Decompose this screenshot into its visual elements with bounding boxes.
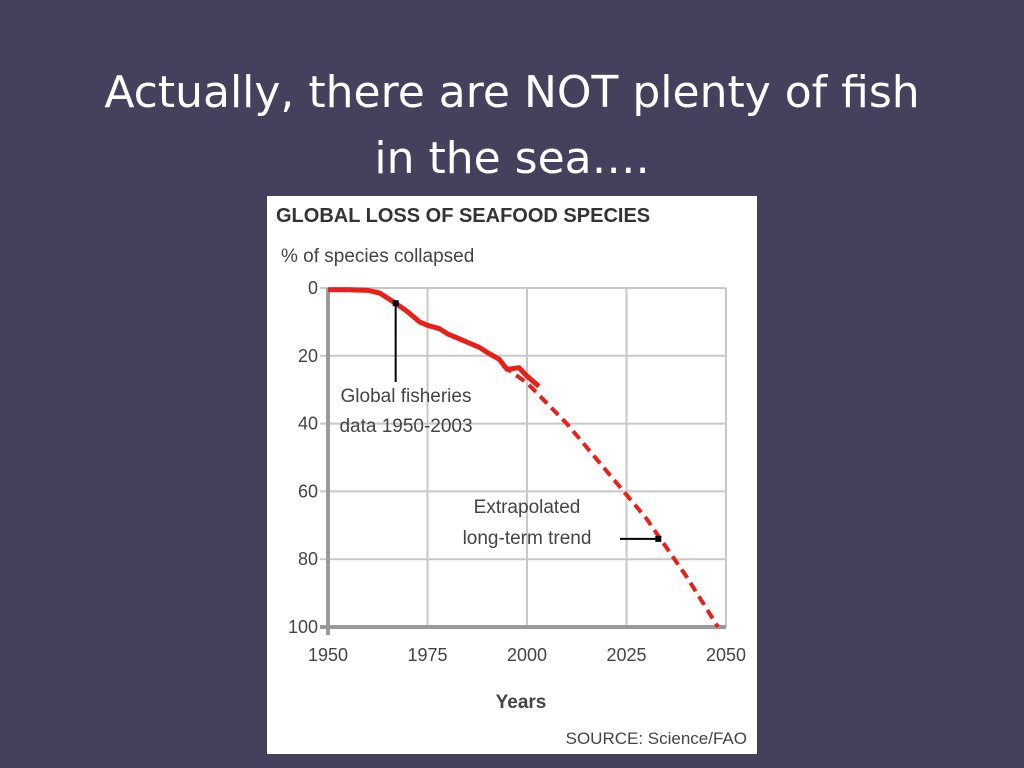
annotation-fisheries-line-2: data 1950-2003 (339, 416, 472, 437)
chart-series (328, 287, 720, 629)
chart-figure: GLOBAL LOSS OF SEAFOOD SPECIES % of spec… (267, 196, 757, 754)
annotation-trend-line-1: Extrapolated (474, 497, 581, 518)
y-tick-label: 40 (298, 414, 318, 434)
x-tick-label: 2000 (507, 645, 547, 665)
series-line-extrapolated (501, 364, 720, 629)
slide-title-line-2: in the sea…. (374, 133, 650, 184)
y-tick-label: 100 (288, 617, 318, 637)
y-tick-label: 60 (298, 481, 318, 501)
y-axis-label: % of species collapsed (281, 246, 474, 267)
chart-grid: 1950 1975 2000 2025 2050 0 20 40 60 80 100 (288, 278, 746, 665)
x-tick-label: 2050 (706, 645, 746, 665)
y-tick-label: 80 (298, 549, 318, 569)
series-line-observed (328, 287, 541, 389)
chart-annotations: Global fisheries data 1950-2003 Extrapol… (339, 300, 662, 549)
annotation-trend-marker (655, 535, 662, 542)
x-axis-label: Years (496, 692, 547, 713)
annotation-fisheries-line-1: Global fisheries (341, 386, 472, 407)
chart-title: GLOBAL LOSS OF SEAFOOD SPECIES (276, 205, 650, 227)
slide-title: Actually, there are NOT plenty of fish i… (40, 60, 984, 192)
annotation-trend-line-2: long-term trend (463, 528, 592, 549)
annotation-fisheries-marker (392, 300, 399, 307)
y-tick-label: 0 (308, 278, 318, 298)
x-tick-label: 2025 (606, 645, 646, 665)
slide-title-line-1: Actually, there are NOT plenty of fish (104, 67, 920, 118)
x-tick-label: 1950 (308, 645, 348, 665)
source-credit: SOURCE: Science/FAO (566, 729, 747, 748)
x-tick-label: 1975 (407, 645, 447, 665)
y-tick-label: 20 (298, 346, 318, 366)
seafood-loss-chart: GLOBAL LOSS OF SEAFOOD SPECIES % of spec… (276, 205, 747, 748)
